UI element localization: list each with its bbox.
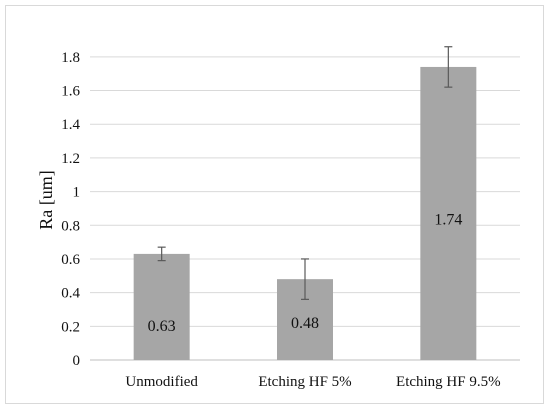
x-category-label-1: Unmodified bbox=[125, 374, 198, 390]
bars-layer bbox=[133, 66, 477, 361]
y-tick-label: 0.4 bbox=[61, 286, 80, 302]
y-tick-label: 1 bbox=[73, 185, 81, 201]
y-tick-label: 1.2 bbox=[61, 151, 80, 167]
data-label-2: 0.48 bbox=[291, 315, 319, 332]
y-tick-label: 0.2 bbox=[61, 319, 80, 335]
data-label-3: 1.74 bbox=[434, 211, 462, 228]
bar-1 bbox=[133, 253, 190, 360]
y-tick-label: 1.8 bbox=[61, 50, 80, 66]
x-category-label-2: Etching HF 5% bbox=[258, 374, 351, 390]
x-category-label-3: Etching HF 9.5% bbox=[396, 374, 501, 390]
error-bars-layer bbox=[157, 46, 453, 300]
y-axis-label: Ra [um] bbox=[36, 170, 56, 229]
y-tick-label: 0.6 bbox=[61, 252, 80, 268]
labels-layer: 0 0.2 0.4 0.6 0.8 1 1.2 1.4 1.6 1.8 0.63 Unmodified… bbox=[61, 50, 500, 390]
data-label-1: 0.63 bbox=[148, 318, 176, 335]
y-tick-label: 0 bbox=[73, 353, 81, 369]
y-tick-label: 0.8 bbox=[61, 218, 80, 234]
y-tick-label: 1.4 bbox=[61, 117, 80, 133]
y-tick-label: 1.6 bbox=[61, 84, 80, 100]
bar-3 bbox=[420, 66, 477, 361]
